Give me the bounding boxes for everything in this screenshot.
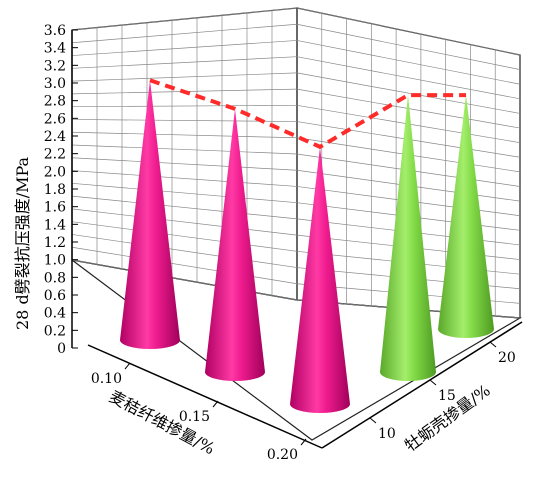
x-tick-label: 0.15: [179, 409, 210, 425]
trend-line: [149, 78, 466, 150]
z-tick-label: 0.8: [44, 270, 66, 286]
z-tick-label: 3.2: [44, 58, 66, 74]
x-tick-label: 0.20: [267, 447, 298, 463]
y-tick-label: 15: [438, 388, 456, 404]
z-tick-label: 2.6: [44, 111, 66, 127]
z-tick-label: 3.6: [44, 23, 66, 39]
grid-line-left: [71, 170, 298, 187]
grid-line-left: [71, 208, 298, 236]
cone-bar: [438, 95, 494, 338]
grid-line-left: [71, 72, 298, 82]
y-tick-mark: [429, 379, 437, 386]
z-axis-label: 28 d劈裂抗压强度/MPa: [13, 156, 32, 330]
z-axis: 0 0.20.4 0.6 0.81.0 1.2 1.41.6 1.8 2.02.2 2.4 2.6…: [44, 23, 78, 357]
grid-line-right: [296, 40, 521, 85]
grid-line-left: [71, 182, 298, 204]
grid-line-left: [71, 259, 298, 301]
grid-line-left: [71, 195, 298, 220]
cone-body: [290, 146, 350, 414]
z-tick-label: 2.4: [44, 129, 66, 145]
z-tick-label: 1.4: [44, 217, 66, 233]
z-tick-label: 0.6: [44, 288, 66, 304]
z-tick-label: 0: [57, 341, 66, 357]
z-tick-label: 2.2: [44, 147, 66, 163]
z-tick-label: 2.0: [44, 164, 66, 180]
y-axis: 10 15 20: [321, 321, 523, 449]
grid-line-right: [296, 56, 521, 100]
x-tick-label: 0.10: [91, 371, 122, 387]
cone-bar: [205, 108, 265, 381]
back-left-wall: [71, 7, 298, 301]
x-tick-mark: [124, 362, 131, 370]
grid-line-left: [71, 56, 298, 69]
grid-line-left: [71, 157, 298, 171]
y-tick-label: 20: [498, 350, 516, 366]
cone-bar: [290, 146, 350, 414]
y-tick-label: 10: [378, 426, 396, 442]
grid-line-left: [71, 7, 298, 31]
z-tick-label: 0.4: [44, 306, 66, 322]
x-axis-line: [87, 344, 323, 449]
grid-line-right: [296, 23, 521, 70]
z-tick-label: 1.2: [44, 235, 66, 251]
grid-line-right: [296, 72, 521, 114]
cone-body: [380, 95, 436, 381]
x-tick-mark: [212, 400, 219, 408]
y-tick-mark: [489, 341, 497, 348]
z-tick-label: 2.8: [44, 94, 66, 110]
z-tick-label: 1.0: [44, 253, 66, 269]
grid-line-left: [71, 221, 298, 252]
cone-body: [120, 80, 180, 349]
grid-line-left: [71, 40, 298, 56]
cone-bar: [380, 95, 436, 381]
grid-line-right: [296, 7, 521, 56]
z-tick-label: 0.2: [44, 323, 66, 339]
cone-bar: [120, 80, 180, 349]
grid-line-left: [71, 23, 298, 44]
cone-body: [205, 108, 265, 381]
grid-line-left: [71, 104, 298, 108]
z-tick-label: 3.0: [44, 76, 66, 92]
grid-line-left: [71, 234, 298, 268]
cone-bars: [120, 80, 494, 414]
z-tick-label: 3.4: [44, 41, 66, 57]
y-tick-mark: [369, 417, 377, 424]
x-axis: 0.10 0.15 0.20: [87, 344, 323, 463]
grid-line-left: [71, 144, 298, 155]
z-tick-label: 1.6: [44, 200, 66, 216]
grid-line-left: [71, 246, 298, 285]
y-axis-line: [321, 321, 523, 449]
cone-body: [438, 95, 494, 338]
x-tick-mark: [300, 438, 307, 446]
z-tick-label: 1.8: [44, 182, 66, 198]
grid-line-left: [71, 131, 298, 139]
